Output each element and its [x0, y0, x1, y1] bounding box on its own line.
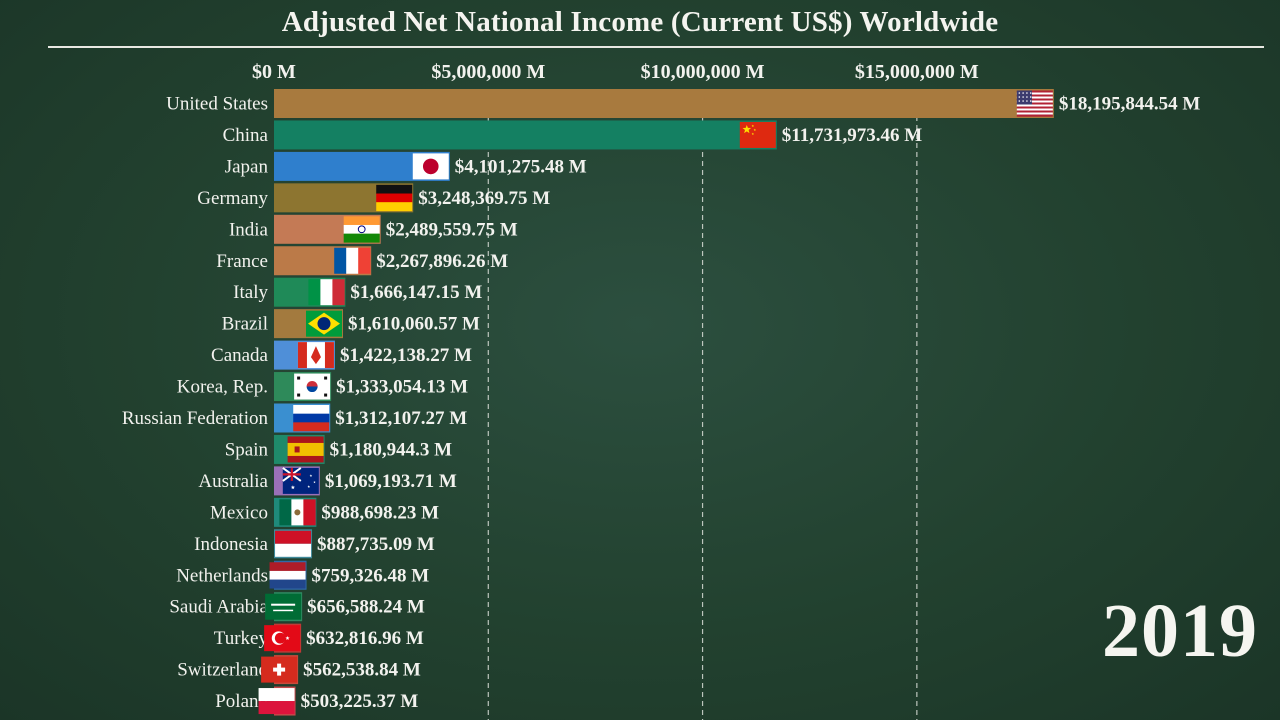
- bar-row: Indonesia $887,735.09 M: [194, 529, 435, 559]
- value-label: $1,069,193.71 M: [325, 471, 457, 492]
- bar-row: Mexico $988,698.23 M: [210, 497, 439, 527]
- flag-icon-us: [1016, 90, 1053, 117]
- value-label: $1,333,054.13 M: [336, 377, 468, 398]
- value-label: $1,422,138.27 M: [340, 345, 472, 366]
- value-label: $562,538.84 M: [303, 660, 421, 681]
- bar-row: Canada $1,422,138.27 M: [211, 340, 472, 370]
- flag-icon-es: [287, 436, 324, 463]
- flag-icon-sa: [265, 593, 302, 620]
- category-label: Italy: [233, 282, 268, 303]
- value-label: $4,101,275.48 M: [455, 156, 587, 177]
- bar-row: United States $18,195,844.54 M: [166, 89, 1200, 118]
- flag-icon-nl: [269, 562, 306, 589]
- flag-icon-ru: [293, 405, 330, 432]
- value-label: $18,195,844.54 M: [1059, 94, 1201, 115]
- value-label: $3,248,369.75 M: [418, 188, 550, 209]
- title-divider: [48, 46, 1264, 48]
- bar-row: Italy $1,666,147.15 M: [233, 277, 482, 307]
- category-label: United States: [166, 94, 268, 115]
- bar-row: Germany $3,248,369.75 M: [197, 183, 550, 213]
- flag-icon-au: [282, 467, 319, 494]
- flag-icon-in: [343, 216, 380, 243]
- value-label: $1,312,107.27 M: [335, 408, 467, 429]
- value-label: $656,588.24 M: [307, 597, 425, 618]
- category-label: Indonesia: [194, 534, 268, 555]
- bar-row: Brazil $1,610,060.57 M: [222, 309, 480, 339]
- grid-lines: [487, 89, 918, 720]
- category-label: India: [229, 219, 269, 240]
- x-tick-label: $15,000,000 M: [855, 61, 979, 83]
- category-label: Netherlands: [176, 565, 268, 586]
- bar-row: India $2,489,559.75 M: [229, 214, 518, 244]
- bar-row: China $11,731,973.46 M: [223, 120, 922, 150]
- category-label: Brazil: [222, 314, 268, 335]
- x-axis-ticks: $0 M $5,000,000 M $10,000,000 M $15,000,000…: [252, 61, 979, 83]
- value-label: $632,816.96 M: [306, 628, 424, 649]
- value-label: $1,666,147.15 M: [350, 282, 482, 303]
- flag-icon-jp: [412, 153, 449, 180]
- flag-icon-fr: [334, 247, 371, 274]
- flag-icon-de: [376, 184, 413, 212]
- value-label: $1,610,060.57 M: [348, 314, 480, 335]
- bar-row: Australia $1,069,193.71 M: [198, 466, 457, 496]
- bar-row: Korea, Rep. $1,333,054.13 M: [177, 372, 468, 402]
- value-label: $503,225.37 M: [301, 691, 419, 712]
- category-label: Switzerland: [177, 660, 268, 681]
- flag-icon-pl: [258, 688, 295, 715]
- bar-row: Japan $4,101,275.48 M: [225, 151, 587, 181]
- value-label: $887,735.09 M: [317, 534, 435, 555]
- category-label: Russian Federation: [122, 408, 269, 429]
- bar-row: Spain $1,180,944.3 M: [225, 434, 453, 464]
- value-label: $988,698.23 M: [321, 502, 439, 523]
- category-label: Poland: [215, 691, 268, 712]
- flag-icon-mx: [279, 499, 316, 526]
- bar: [274, 89, 1054, 118]
- bar-row: Turkey $632,816.96 M: [214, 623, 424, 653]
- category-label: Japan: [225, 156, 269, 177]
- flag-icon-id: [275, 530, 312, 557]
- category-label: Germany: [197, 188, 268, 209]
- year-label: 2019: [1102, 589, 1258, 673]
- value-label: $11,731,973.46 M: [782, 125, 922, 146]
- x-tick-label: $5,000,000 M: [431, 61, 545, 83]
- category-label: Saudi Arabia: [169, 597, 268, 618]
- bar-row: Russian Federation $1,312,107.27 M: [122, 403, 467, 433]
- chart-title: Adjusted Net National Income (Current US…: [281, 6, 999, 38]
- category-label: Turkey: [214, 628, 269, 649]
- x-tick-label: $10,000,000 M: [641, 61, 765, 83]
- bar-row: Netherlands $759,326.48 M: [176, 560, 430, 590]
- category-label: France: [216, 251, 268, 272]
- x-tick-label: $0 M: [252, 61, 296, 83]
- flag-icon-cn: [739, 121, 776, 148]
- value-label: $2,489,559.75 M: [386, 219, 518, 240]
- bar-row: Saudi Arabia $656,588.24 M: [169, 592, 425, 622]
- bar-row: Switzerland $562,538.84 M: [177, 655, 421, 685]
- category-label: Australia: [198, 471, 268, 492]
- flag-icon-ca: [297, 342, 334, 369]
- category-label: China: [223, 125, 269, 146]
- value-label: $759,326.48 M: [312, 565, 430, 586]
- category-label: Mexico: [210, 502, 268, 523]
- value-label: $2,267,896.26 M: [376, 251, 508, 272]
- flag-icon-br: [306, 310, 343, 337]
- category-label: Canada: [211, 345, 269, 366]
- bar-row: France $2,267,896.26 M: [216, 246, 508, 276]
- flag-icon-tr: [264, 625, 301, 652]
- value-label: $1,180,944.3 M: [330, 439, 453, 460]
- flag-icon-kr: [294, 373, 331, 400]
- flag-icon-ch: [261, 656, 298, 683]
- bar: [274, 120, 777, 150]
- flag-icon-it: [308, 279, 345, 306]
- bar-row: Poland $503,225.37 M: [215, 686, 419, 716]
- category-label: Korea, Rep.: [177, 377, 268, 398]
- category-label: Spain: [225, 439, 269, 460]
- bars: United States $18,195,844.54 M China $11,73…: [122, 89, 1200, 716]
